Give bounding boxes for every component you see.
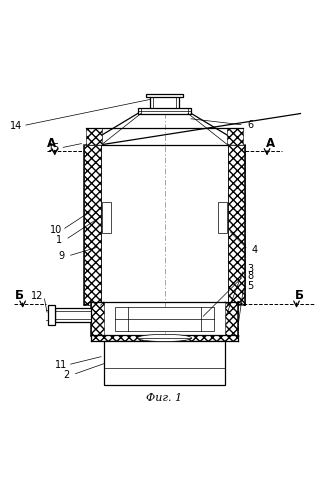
Text: 14: 14 [10,121,23,131]
Bar [138,108,191,114]
Text: 1: 1 [56,235,62,245]
Bar [91,302,104,336]
Bar [115,307,214,331]
Text: Фиг. 1: Фиг. 1 [146,393,183,403]
Bar [86,128,102,145]
Bar [48,305,55,325]
Bar [227,128,243,145]
Text: Б: Б [15,289,24,302]
Bar [228,145,245,305]
Text: Б: Б [295,289,304,302]
Text: А: А [47,137,56,150]
Text: 12: 12 [31,291,43,301]
Ellipse shape [138,334,191,341]
Text: 9: 9 [58,251,64,261]
Bar [102,202,112,233]
Bar [217,202,227,233]
Text: А: А [266,137,275,150]
Text: 4: 4 [252,245,258,254]
Text: 3: 3 [247,264,253,274]
Text: 8: 8 [247,271,253,281]
Bar [150,95,179,109]
Bar [225,302,238,336]
Bar [104,341,225,385]
Text: 11: 11 [55,360,67,370]
Text: 5: 5 [247,280,253,290]
Bar [91,335,238,341]
Bar [55,308,91,321]
Text: 2: 2 [63,370,69,380]
Bar [84,145,101,305]
Bar [146,93,183,97]
Text: 10: 10 [50,225,62,235]
Text: 15: 15 [48,143,60,153]
Text: 6: 6 [247,120,253,130]
